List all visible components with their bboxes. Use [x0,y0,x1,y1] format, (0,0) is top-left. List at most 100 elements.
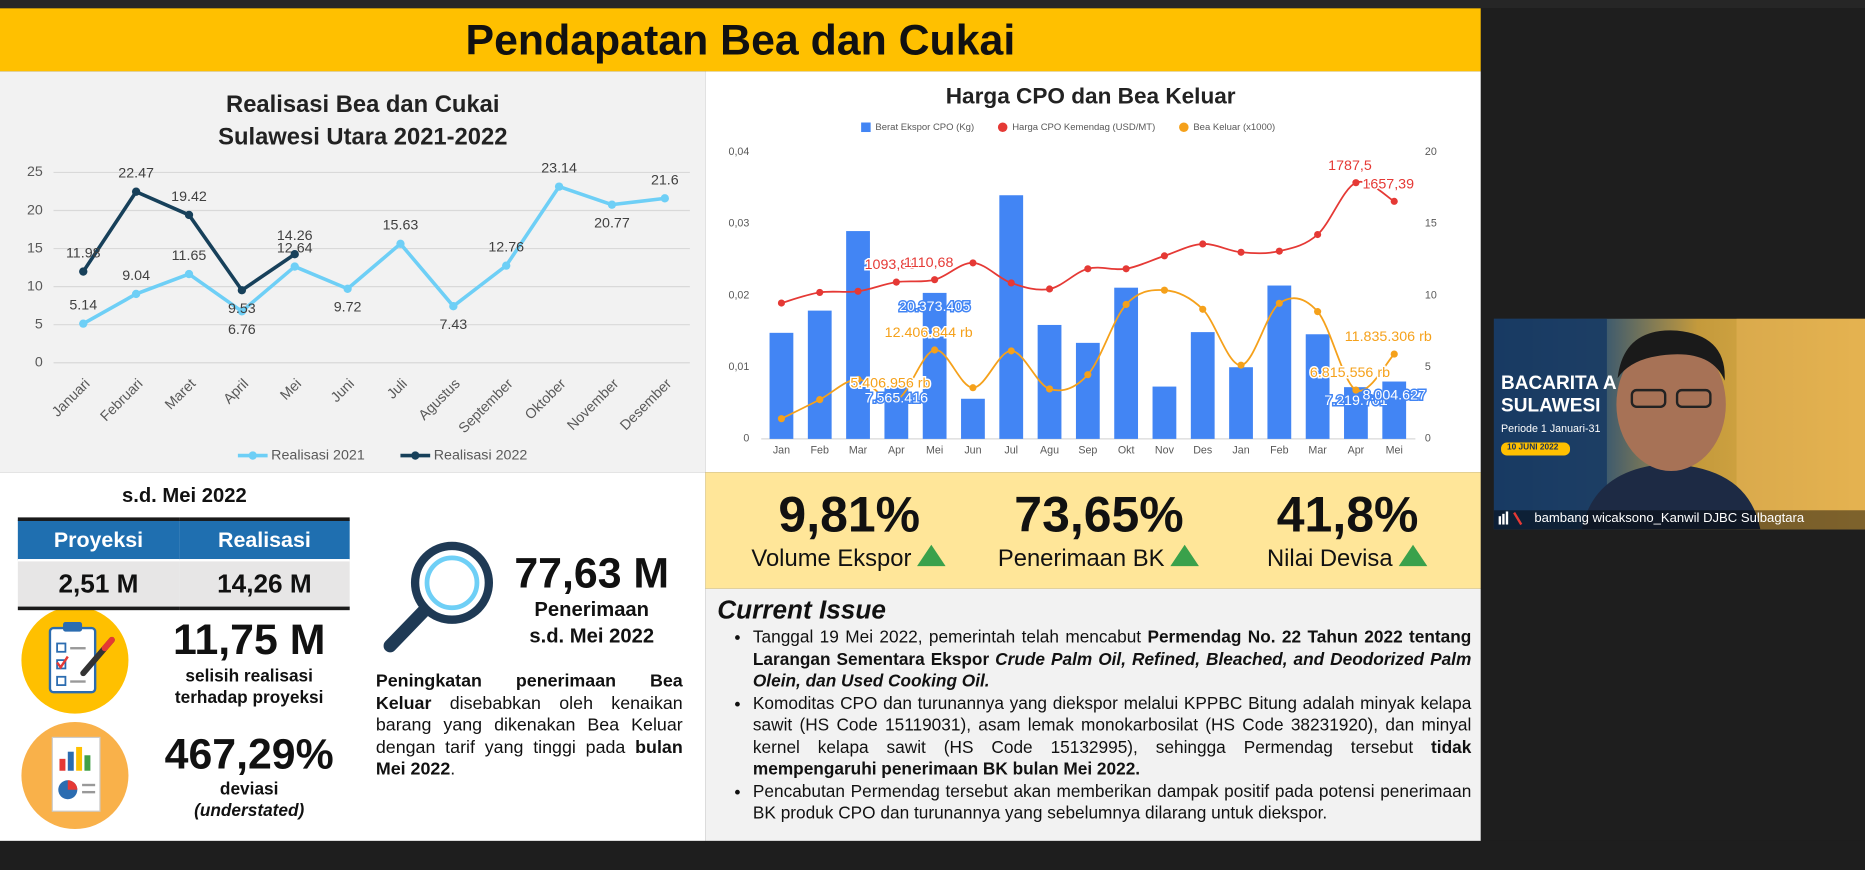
bar [922,292,947,439]
data-label: 9.53 [228,301,256,317]
point [1352,386,1360,394]
bar [807,310,832,439]
data-label: 6.76 [228,322,256,338]
total-label: s.d. Mei 2022 [529,624,655,648]
point [969,384,977,392]
top-strip [0,0,1865,9]
bar [1037,324,1062,439]
issue-bullet: Komoditas CPO dan turunannya yang dieksp… [753,693,1471,781]
y2-tick-label: 15 [1425,218,1437,230]
point [554,182,564,191]
up-arrow [1170,544,1199,567]
stat-label: (understated) [194,801,305,821]
text-run: Crude Palm Oil, Refined, Bleached, and D… [752,650,1472,692]
legend-label: Realisasi 2021 [271,447,365,463]
bar [1114,287,1139,439]
point [1007,279,1015,287]
point [1237,361,1245,369]
page-title: Pendapatan Bea dan Cukai [465,15,1016,65]
data-label: 5.14 [69,298,97,314]
y-tick-label: 0 [35,355,43,371]
point [969,259,977,267]
legend-swatch [1179,122,1189,133]
point [854,375,862,383]
bar [1305,334,1330,439]
data-label: 12.406.844 rb [885,325,973,341]
data-label: 11.65 [172,248,207,264]
issue-title: Current Issue [717,594,886,625]
point [607,200,617,209]
data-label: 1787,5 [1328,158,1372,174]
series-line [781,180,1395,304]
x-tick-label: Mei [277,376,305,404]
x-tick-label: Agustus [416,376,464,424]
x-tick-label: Jul [1004,445,1018,457]
data-label: 9.72 [334,300,362,316]
kpi-panel [705,472,1481,589]
table-cell: 2,51 M [17,559,180,609]
legend-label: Harga CPO Kemendag (USD/MT) [1012,122,1155,133]
point [1199,305,1207,313]
x-tick-label: Maret [162,376,199,413]
bar [1229,367,1253,439]
point [79,319,88,328]
point [931,276,939,284]
data-label: 7.43 [439,317,467,333]
data-label: 20.77 [594,215,630,231]
stat-value: 11,75 M [173,614,326,664]
video-slide-text: 10 JUNI 2022 [1506,443,1559,452]
data-label: 23.14 [541,161,577,177]
point [79,267,88,276]
y-tick-label: 0 [743,433,749,445]
point [892,396,900,404]
x-tick-label: Oktober [522,376,569,423]
video-tile [1493,318,1865,530]
data-label: 20.373.405 [899,299,970,315]
point [1275,247,1283,255]
point [1237,248,1245,256]
x-tick-label: Mar [849,445,868,457]
text-run: Peningkatan penerimaan Bea Keluar [375,670,683,714]
x-tick-label: Apr [1348,445,1365,457]
x-tick-label: Jan [773,445,790,457]
legend-label: Realisasi 2022 [434,447,528,463]
kpi-value: 41,8% [1276,486,1419,543]
legend-label: Berat Ekspor CPO (Kg) [875,122,974,133]
x-tick-label: Apr [888,445,905,457]
x-tick-label: Okt [1118,445,1135,457]
point [184,210,194,220]
report-icon [21,721,129,830]
text-run: Permendag No. 22 Tahun 2022 tentang Lara… [752,628,1472,670]
kpi-label: Nilai Devisa [1211,544,1485,575]
point [237,286,247,295]
y2-tick-label: 10 [1425,289,1437,301]
text-run: Komoditas CPO dan turunannya yang dieksp… [752,694,1472,758]
legend-swatch [997,122,1008,133]
legend-swatch [248,451,257,460]
x-tick-label: Januari [49,376,93,420]
x-tick-label: Mei [1386,445,1403,457]
x-tick-label: Juli [384,376,410,402]
x-tick-label: Juni [328,376,358,406]
participant-name: bambang wicaksono_Kanwil DJBC Sulbagtara [1534,511,1805,526]
data-label: 12.64 [277,240,313,256]
data-label: 11.98 [66,246,101,262]
issue-bullet: Tanggal 19 Mei 2022, pemerintah telah me… [753,627,1471,693]
up-arrow-shape [1170,544,1199,567]
y-tick-label: 0,04 [729,146,750,158]
magnifier-icon [383,541,494,653]
point [1160,286,1169,294]
text-run: bulan Mei 2022 [375,737,683,780]
y2-tick-label: 0 [1425,433,1431,445]
point [1122,265,1130,273]
y-tick-label: 0,03 [729,218,750,230]
stat-label: selisih realisasi [185,667,313,687]
data-label: 1093,83 [865,257,917,273]
bar [1075,342,1100,439]
bar [999,195,1024,439]
point [396,239,405,248]
bar [769,332,794,439]
bar [1152,386,1177,439]
stat-label: terhadap proyeksi [174,688,324,708]
kpi-label-text: Penerimaan BK [997,545,1165,573]
